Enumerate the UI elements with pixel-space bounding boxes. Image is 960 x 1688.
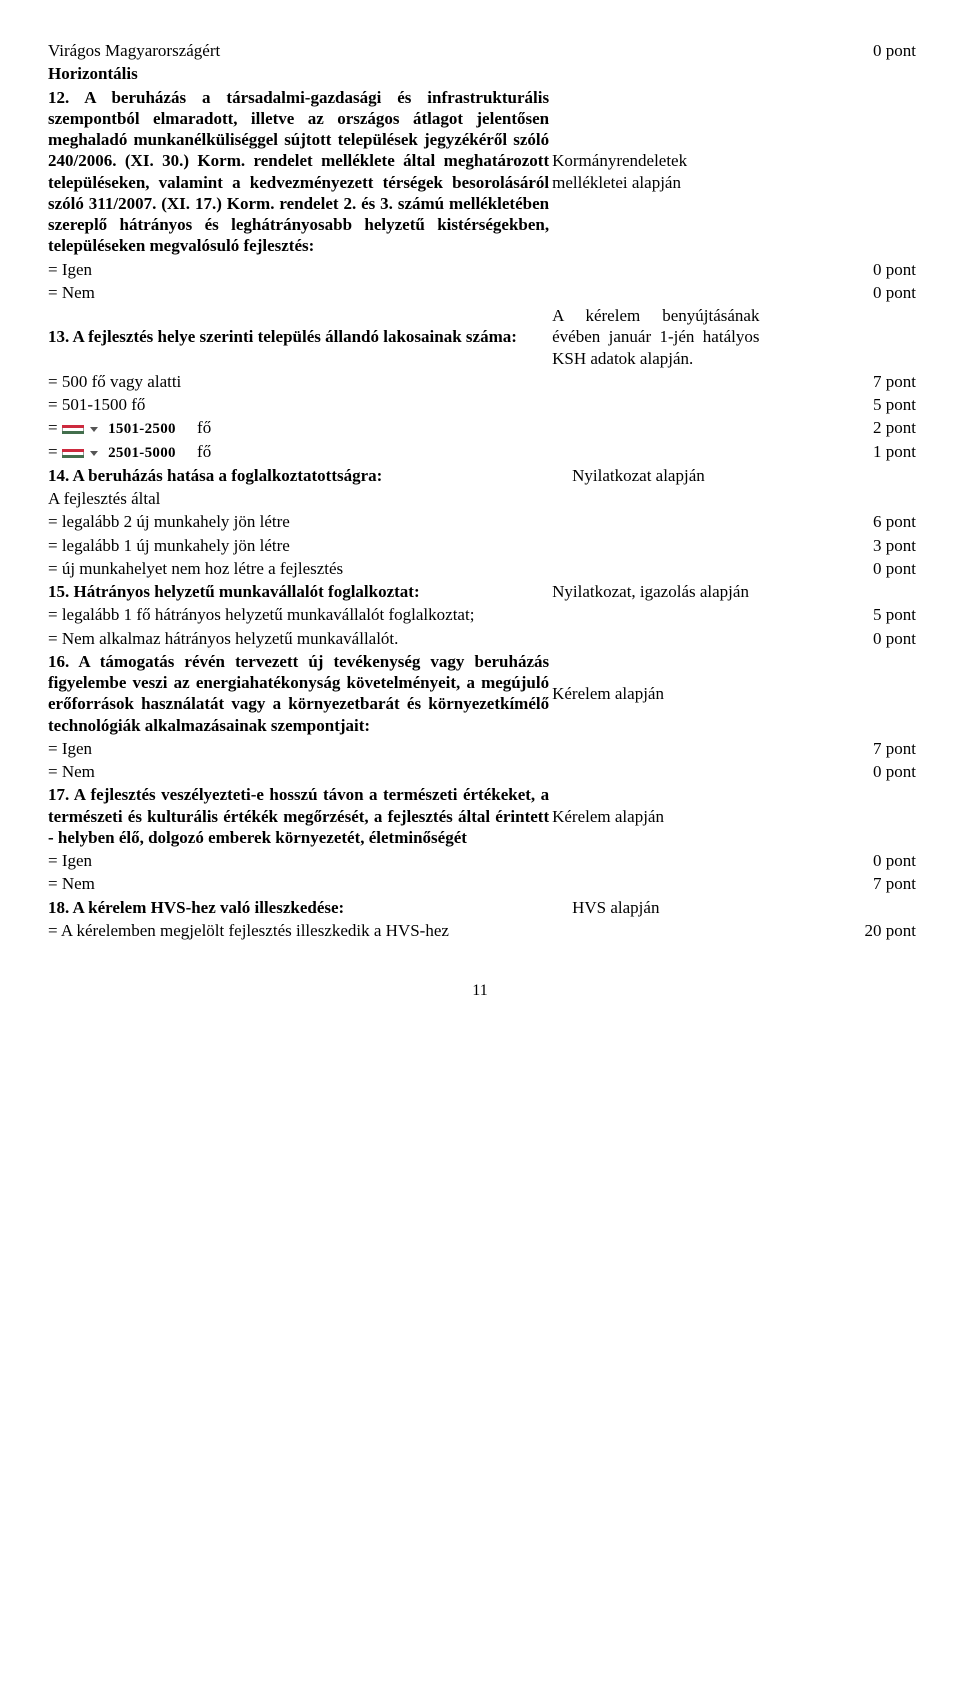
opt-2uj: = legalább 2 új munkahely jön létre xyxy=(48,511,760,532)
row-q17: 17. A fejlesztés veszélyezteti-e hosszú … xyxy=(48,784,912,848)
hungary-flag-icon xyxy=(62,449,84,458)
row-q14: 14. A beruházás hatása a foglalkoztatott… xyxy=(48,465,912,486)
row-opt-1uj: = legalább 1 új munkahely jön létre 3 po… xyxy=(48,535,912,556)
q15-text: 15. Hátrányos helyzetű munkavállalót fog… xyxy=(48,581,552,602)
opt-500: = 500 fő vagy alatti xyxy=(48,371,760,392)
q13-text: 13. A fejlesztés helye szerinti települé… xyxy=(48,326,552,347)
q12-text: 12. A beruházás a társadalmi-gazdasági é… xyxy=(48,87,552,257)
opt-nemalk: = Nem alkalmaz hátrányos helyzetű munkav… xyxy=(48,628,760,649)
row-opt-leg1fo: = legalább 1 fő hátrányos helyzetű munka… xyxy=(48,604,912,625)
row-q12-igen: = Igen 0 pont xyxy=(48,259,912,280)
q16-nem: = Nem xyxy=(48,761,760,782)
q17-igen: = Igen xyxy=(48,850,760,871)
opt-hvs-pts: 20 pont xyxy=(760,920,916,941)
q14-right xyxy=(783,465,939,486)
opt-0uj-pts: 0 pont xyxy=(760,558,916,579)
q14-mid: Nyilatkozat alapján xyxy=(552,465,783,486)
q14-sub: A fejlesztés által xyxy=(48,488,760,509)
opt-1uj: = legalább 1 új munkahely jön létre xyxy=(48,535,760,556)
q17-nem-pts: 7 pont xyxy=(760,873,916,894)
row-q16-nem: = Nem 0 pont xyxy=(48,761,912,782)
opt-hvs: = A kérelemben megjelölt fejlesztés ille… xyxy=(48,920,588,941)
hungary-flag-icon xyxy=(62,425,84,434)
opt-500-pts: 7 pont xyxy=(760,371,916,392)
q17-mid: Kérelem alapján xyxy=(552,806,763,827)
row-opt-nemalk: = Nem alkalmaz hátrányos helyzetű munkav… xyxy=(48,628,912,649)
q17-igen-pts: 0 pont xyxy=(760,850,916,871)
row-opt-1501: = 1501-2500 fő 2 pont xyxy=(48,417,912,439)
opt-1501: = 1501-2500 fő xyxy=(48,417,760,439)
opt-1501-pre: = xyxy=(48,418,62,437)
heading-horizontalis: Horizontális xyxy=(48,63,760,84)
row-q17-nem: = Nem 7 pont xyxy=(48,873,912,894)
q16-nem-pts: 0 pont xyxy=(760,761,916,782)
opt-501: = 501-1500 fő xyxy=(48,394,760,415)
q12-igen: = Igen xyxy=(48,259,760,280)
q16-text: 16. A támogatás révén tervezett új tevék… xyxy=(48,651,552,736)
row-q18: 18. A kérelem HVS-hez való illeszkedése:… xyxy=(48,897,912,918)
row-opt-hvs: = A kérelemben megjelölt fejlesztés ille… xyxy=(48,920,912,941)
opt-leg1fo: = legalább 1 fő hátrányos helyzetű munka… xyxy=(48,604,570,625)
q16-igen-pts: 7 pont xyxy=(760,738,916,759)
row-q14-sub: A fejlesztés által xyxy=(48,488,912,509)
q18-right xyxy=(783,897,939,918)
opt-2uj-pts: 6 pont xyxy=(760,511,916,532)
q16-igen: = Igen xyxy=(48,738,760,759)
row-opt-2501: = 2501-5000 fő 1 pont xyxy=(48,441,912,463)
row-q17-igen: = Igen 0 pont xyxy=(48,850,912,871)
q16-mid: Kérelem alapján xyxy=(552,683,763,704)
row-opt-500: = 500 fő vagy alatti 7 pont xyxy=(48,371,912,392)
opt-leg1fo-pts: 5 pont xyxy=(760,604,916,625)
q12-igen-pts: 0 pont xyxy=(760,259,916,280)
q17-text: 17. A fejlesztés veszélyezteti-e hosszú … xyxy=(48,784,552,848)
row-q16: 16. A támogatás révén tervezett új tevék… xyxy=(48,651,912,736)
q18-mid: HVS alapján xyxy=(552,897,783,918)
row-opt-0uj: = új munkahelyet nem hoz létre a fejlesz… xyxy=(48,558,912,579)
row-opt-2uj: = legalább 2 új munkahely jön létre 6 po… xyxy=(48,511,912,532)
row-q12: 12. A beruházás a társadalmi-gazdasági é… xyxy=(48,87,912,257)
row-q13: 13. A fejlesztés helye szerinti települé… xyxy=(48,305,912,369)
text-viragos: Virágos Magyarországért xyxy=(48,40,760,61)
row-q12-nem: = Nem 0 pont xyxy=(48,282,912,303)
q12-nem: = Nem xyxy=(48,282,760,303)
opt-2501-pre: = xyxy=(48,442,62,461)
q14-text: 14. A beruházás hatása a foglalkoztatott… xyxy=(48,465,552,486)
q18-text: 18. A kérelem HVS-hez való illeszkedése: xyxy=(48,897,552,918)
dropdown-arrow-icon xyxy=(90,427,98,432)
row-viragos: Virágos Magyarországért 0 pont xyxy=(48,40,912,61)
opt-1501-pts: 2 pont xyxy=(760,417,916,439)
opt-501-pts: 5 pont xyxy=(760,394,916,415)
row-horizontalis: Horizontális xyxy=(48,63,912,84)
row-q15: 15. Hátrányos helyzetű munkavállalót fog… xyxy=(48,581,912,602)
opt-1501-suf: fő xyxy=(197,418,211,437)
points-viragos: 0 pont xyxy=(760,40,916,61)
opt-0uj: = új munkahelyet nem hoz létre a fejlesz… xyxy=(48,558,760,579)
page-number: 11 xyxy=(48,981,912,1001)
row-q16-igen: = Igen 7 pont xyxy=(48,738,912,759)
q13-mid: A kérelem benyújtásának évében január 1-… xyxy=(552,305,763,369)
row-opt-501: = 501-1500 fő 5 pont xyxy=(48,394,912,415)
opt-1501-num: 1501-2500 xyxy=(108,421,176,437)
dropdown-arrow-icon xyxy=(90,451,98,456)
opt-1uj-pts: 3 pont xyxy=(760,535,916,556)
opt-2501-suf: fő xyxy=(197,442,211,461)
q12-nem-pts: 0 pont xyxy=(760,282,916,303)
opt-2501-num: 2501-5000 xyxy=(108,445,176,461)
opt-nemalk-pts: 0 pont xyxy=(760,628,916,649)
q12-mid: Kormányrendeletek mellékletei alapján xyxy=(552,150,763,193)
opt-2501: = 2501-5000 fő xyxy=(48,441,760,463)
q15-mid: Nyilatkozat, igazolás alapján xyxy=(552,581,763,602)
opt-2501-pts: 1 pont xyxy=(760,441,916,463)
q17-nem: = Nem xyxy=(48,873,760,894)
